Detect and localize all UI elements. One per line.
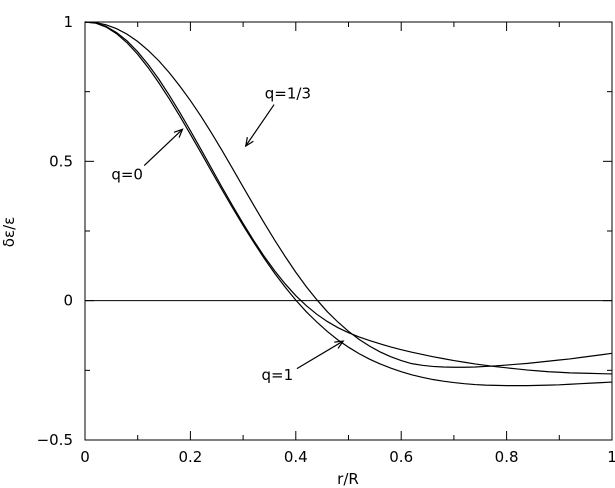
y-tick-label: 0 xyxy=(63,292,73,310)
annotation-label: q=1/3 xyxy=(265,85,311,103)
x-tick-label: 0 xyxy=(80,448,90,466)
y-axis-label: δε/ε xyxy=(0,217,18,247)
x-tick-label: 0.2 xyxy=(178,448,202,466)
x-tick-label: 1 xyxy=(607,448,615,466)
series-line-q-1-3 xyxy=(84,21,613,368)
annotation-arrow xyxy=(245,104,275,147)
annotation-label: q=1 xyxy=(262,366,294,384)
curves xyxy=(84,21,613,387)
annotation-arrowhead xyxy=(173,128,184,138)
annotation-arrowhead xyxy=(334,340,345,349)
y-tick-label: 1 xyxy=(63,13,73,31)
series-line-q-0 xyxy=(84,21,613,375)
series-line-q-1 xyxy=(84,21,613,387)
plot-frame xyxy=(84,21,613,441)
axis-ticks xyxy=(84,21,613,441)
x-axis-label: r/R xyxy=(337,470,359,488)
annotation-label: q=0 xyxy=(111,165,143,183)
x-tick-label: 0.8 xyxy=(495,448,519,466)
y-tick-label: 0.5 xyxy=(49,152,73,170)
annotations: q=1/3 q=0 q=1 xyxy=(111,85,345,384)
tick-labels: 0 0.2 0.4 0.6 0.8 1 −0.5 0 0.5 1 xyxy=(37,13,615,466)
annotation-arrow xyxy=(296,340,344,370)
y-tick-label: −0.5 xyxy=(37,431,73,449)
annotation-arrow xyxy=(143,128,183,167)
x-tick-label: 0.4 xyxy=(284,448,308,466)
x-tick-label: 0.6 xyxy=(389,448,413,466)
annotation-arrowhead xyxy=(244,137,254,148)
